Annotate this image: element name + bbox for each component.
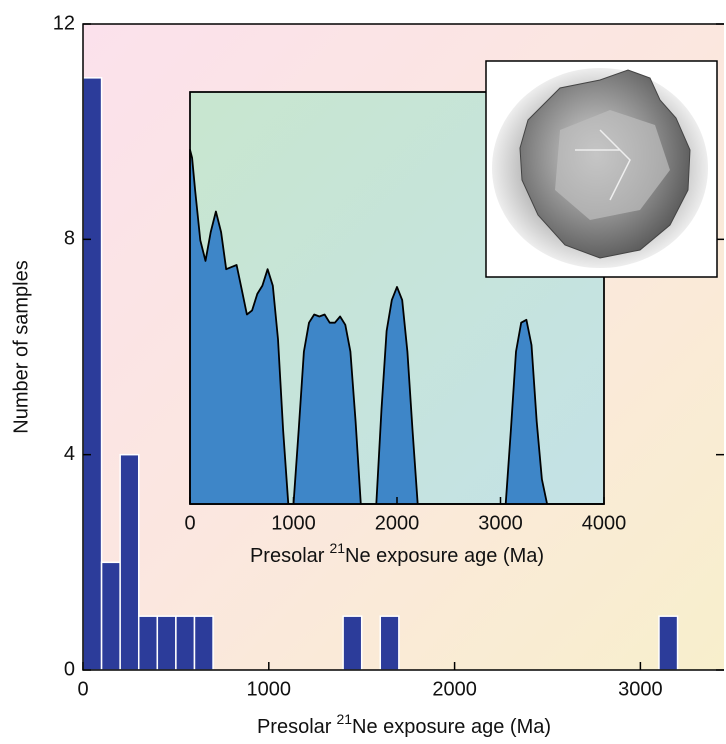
bar [100,561,121,671]
y-tick-label: 8 [64,228,75,250]
label-text: Ne exposure age (Ma) [345,545,544,567]
x-tick-label: 4000 [582,512,627,534]
bar [175,615,196,671]
x-tick-label: 0 [184,512,195,534]
photo [485,60,718,278]
label-text: Presolar [257,716,332,738]
bar [342,615,363,671]
area [189,148,605,505]
label-superscript: 21 [336,711,352,727]
x-tick-label: 3000 [478,512,523,534]
y-tick-label: 4 [64,443,75,465]
x-axis-label: Presolar 21Ne exposure age (Ma) [250,540,544,568]
bar [82,77,103,671]
bar [379,615,400,671]
label-superscript: 21 [329,540,345,556]
bar [119,453,140,671]
label-text: Ne exposure age (Ma) [352,716,551,738]
axis-frame [82,23,724,671]
y-tick-label: 0 [64,658,75,680]
x-tick-label: 0 [77,678,88,700]
x-tick-label: 1000 [271,512,316,534]
x-tick-label: 2000 [432,678,477,700]
bar [156,615,177,671]
y-axis-label: Number of samples [10,260,32,433]
x-axis-label: Presolar 21Ne exposure age (Ma) [257,711,551,739]
x-tick-label: 1000 [247,678,292,700]
bar [658,615,679,671]
bar [193,615,214,671]
bar [137,615,159,671]
x-tick-label: 2000 [375,512,420,534]
y-tick-label: 12 [53,12,75,34]
x-tick-label: 3000 [618,678,663,700]
label-text: Presolar [250,545,325,567]
